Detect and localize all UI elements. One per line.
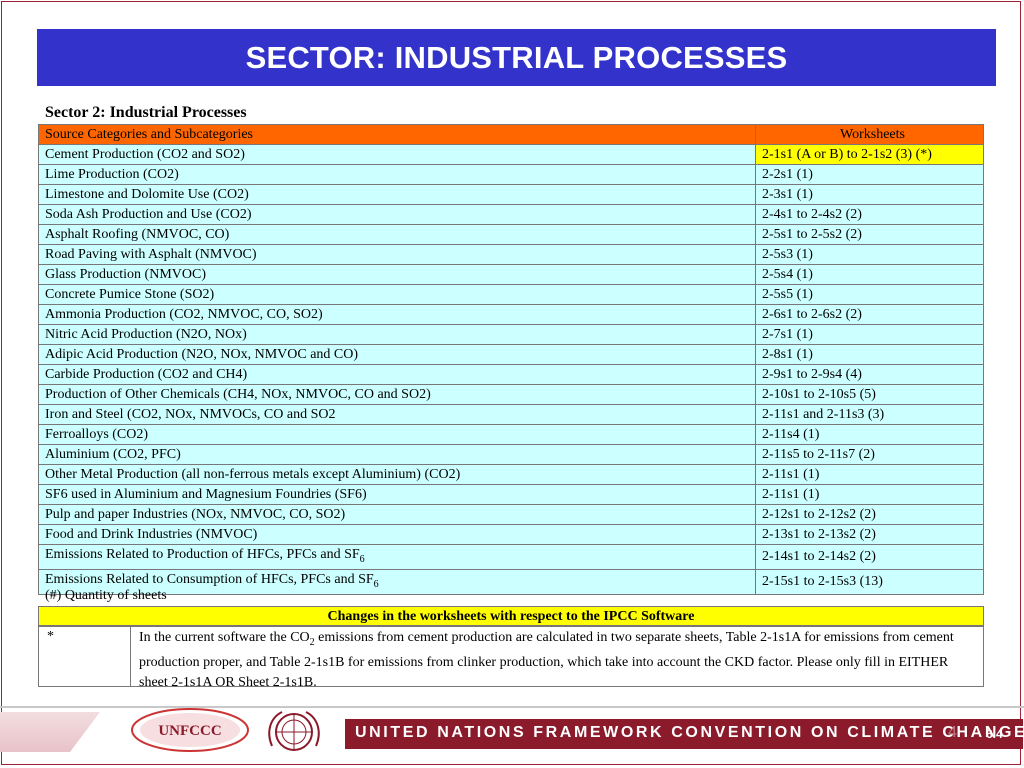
column-header-categories: Source Categories and Subcategories [38,124,756,145]
table-row: Emissions Related to Production of HFCs,… [38,544,984,570]
source-category-cell: Other Metal Production (all non-ferrous … [38,464,756,485]
table-row: Carbide Production (CO2 and CH4) 2-9s1 to… [38,364,984,385]
worksheets-cell: 2-7s1 (1) [755,324,984,345]
source-category-cell: Aluminium (CO2, PFC) [38,444,756,465]
table-row: Production of Other Chemicals (CH4, NOx,… [38,384,984,405]
source-category-cell: SF6 used in Aluminium and Magnesium Foun… [38,484,756,505]
worksheets-cell: 2-11s1 and 2-11s3 (3) [755,404,984,425]
table-header-row: Source Categories and Subcategories Work… [38,124,984,145]
footer-divider [0,706,1024,708]
column-header-worksheets: Worksheets [755,124,984,145]
worksheets-cell: 2-10s1 to 2-10s5 (5) [755,384,984,405]
source-category-cell: Ferroalloys (CO2) [38,424,756,445]
table-row: Ferroalloys (CO2) 2-11s4 (1) [38,424,984,445]
table-row: Limestone and Dolomite Use (CO2) 2-3s1 (1… [38,184,984,205]
table-row: Soda Ash Production and Use (CO2) 2-4s1 t… [38,204,984,225]
table-row: Other Metal Production (all non-ferrous … [38,464,984,485]
page-number: 4 [948,724,957,741]
source-category-cell: Asphalt Roofing (NMVOC, CO) [38,224,756,245]
table-row: Food and Drink Industries (NMVOC) 2-13s1 … [38,524,984,545]
source-category-cell: Ammonia Production (CO2, NMVOC, CO, SO2) [38,304,756,325]
worksheets-cell: 2-11s1 (1) [755,484,984,505]
un-emblem-icon [268,711,320,751]
unfccc-logo: UNFCCC [131,708,249,752]
worksheets-cell: 2-11s5 to 2-11s7 (2) [755,444,984,465]
worksheets-cell: 2-4s1 to 2-4s2 (2) [755,204,984,225]
slide-number: 6.4 [986,727,1003,741]
table-row: Ammonia Production (CO2, NMVOC, CO, SO2)… [38,304,984,325]
source-category-cell: Iron and Steel (CO2, NOx, NMVOCs, CO and… [38,404,756,425]
slide-title: SECTOR: INDUSTRIAL PROCESSES [245,39,788,75]
source-category-cell: Production of Other Chemicals (CH4, NOx,… [38,384,756,405]
table-row: Lime Production (CO2) 2-2s1 (1) [38,164,984,185]
source-category-cell: Cement Production (CO2 and SO2) [38,144,756,165]
source-category-cell: Nitric Acid Production (N2O, NOx) [38,324,756,345]
table-row: Iron and Steel (CO2, NOx, NMVOCs, CO and… [38,404,984,425]
source-category-cell: Lime Production (CO2) [38,164,756,185]
source-category-cell: Road Paving with Asphalt (NMVOC) [38,244,756,265]
footer-band [345,719,1023,749]
subscript: 6 [373,578,379,590]
worksheets-table: Source Categories and Subcategories Work… [38,124,984,595]
worksheets-cell: 2-1s1 (A or B) to 2-1s2 (3) (*) [755,144,984,165]
footer-banner-text: UNITED NATIONS FRAMEWORK CONVENTION ON C… [355,724,1024,741]
source-category-cell: Limestone and Dolomite Use (CO2) [38,184,756,205]
source-category-cell: Soda Ash Production and Use (CO2) [38,204,756,225]
table-row: Glass Production (NMVOC) 2-5s4 (1) [38,264,984,285]
sector-subtitle: Sector 2: Industrial Processes [45,104,247,121]
worksheets-cell: 2-12s1 to 2-12s2 (2) [755,504,984,525]
worksheets-cell: 2-3s1 (1) [755,184,984,205]
table-row: Nitric Acid Production (N2O, NOx) 2-7s1 (… [38,324,984,345]
source-category-cell: Emissions Related to Production of HFCs,… [38,544,756,570]
worksheets-cell: 2-14s1 to 2-14s2 (2) [755,544,984,570]
worksheets-cell: 2-5s3 (1) [755,244,984,265]
source-category-cell: Pulp and paper Industries (NOx, NMVOC, C… [38,504,756,525]
source-category-cell: Emissions Related to Consumption of HFCs… [38,568,756,595]
table-row: Road Paving with Asphalt (NMVOC) 2-5s3 (1… [38,244,984,265]
table-row: Cement Production (CO2 and SO2) 2-1s1 (A … [38,144,984,165]
worksheets-cell: 2-5s1 to 2-5s2 (2) [755,224,984,245]
table-row: Emissions Related to Consumption of HFCs… [38,568,984,595]
worksheets-cell: 2-8s1 (1) [755,344,984,365]
source-category-cell: Food and Drink Industries (NMVOC) [38,524,756,545]
worksheets-cell: 2-2s1 (1) [755,164,984,185]
changes-marker: * [39,627,131,686]
source-category-cell: Adipic Acid Production (N2O, NOx, NMVOC … [38,344,756,365]
worksheets-cell: 2-13s1 to 2-13s2 (2) [755,524,984,545]
worksheets-cell: 2-11s1 (1) [755,464,984,485]
table-row: Asphalt Roofing (NMVOC, CO) 2-5s1 to 2-5s… [38,224,984,245]
slide-title-bar: SECTOR: INDUSTRIAL PROCESSES [37,29,996,86]
source-category-cell: Carbide Production (CO2 and CH4) [38,364,756,385]
changes-header: Changes in the worksheets with respect t… [38,606,984,626]
quantity-note: (#) Quantity of sheets [45,588,167,603]
worksheets-cell: 2-9s1 to 2-9s4 (4) [755,364,984,385]
subscript: 6 [359,553,365,565]
table-row: Pulp and paper Industries (NOx, NMVOC, C… [38,504,984,525]
worksheets-cell: 2-5s4 (1) [755,264,984,285]
changes-description: In the current software the CO2 emission… [139,630,954,690]
worksheets-cell: 2-11s4 (1) [755,424,984,445]
unfccc-logo-text: UNFCCC [158,723,221,739]
table-row: Concrete Pumice Stone (SO2) 2-5s5 (1) [38,284,984,305]
worksheets-cell: 2-15s1 to 2-15s3 (13) [755,568,984,595]
table-row: Aluminium (CO2, PFC) 2-11s5 to 2-11s7 (2) [38,444,984,465]
worksheets-cell: 2-6s1 to 2-6s2 (2) [755,304,984,325]
changes-row: * In the current software the CO2 emissi… [38,626,984,690]
source-category-cell: Glass Production (NMVOC) [38,264,756,285]
source-category-cell: Concrete Pumice Stone (SO2) [38,284,756,305]
table-row: SF6 used in Aluminium and Magnesium Foun… [38,484,984,505]
worksheets-cell: 2-5s5 (1) [755,284,984,305]
table-row: Adipic Acid Production (N2O, NOx, NMVOC … [38,344,984,365]
